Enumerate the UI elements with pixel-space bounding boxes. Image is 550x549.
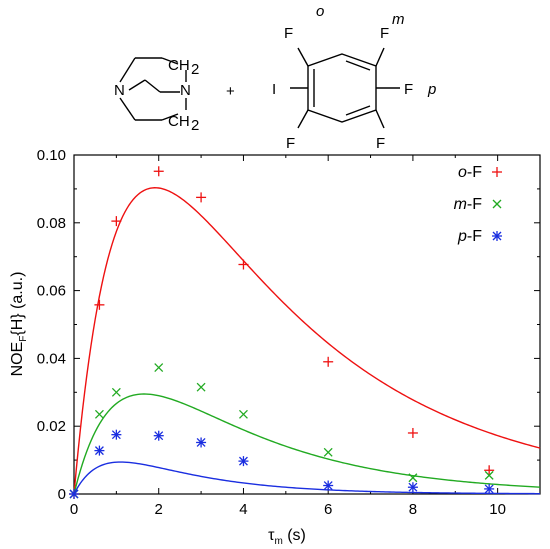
y-tick-label: 0 xyxy=(58,486,66,503)
legend: o-Fm-Fp-F xyxy=(454,164,502,245)
x-tick-label: 8 xyxy=(409,501,417,518)
p-data-point xyxy=(111,429,122,440)
marker-stroke xyxy=(94,446,104,456)
marker-stroke xyxy=(69,489,79,499)
o-data-point xyxy=(484,465,495,476)
o-data-point xyxy=(323,356,334,367)
y-tick-label: 0.02 xyxy=(37,418,66,435)
marker-stroke xyxy=(111,430,121,440)
amine-n-left: N xyxy=(114,82,125,99)
marker-stroke xyxy=(408,482,418,492)
p-data-point xyxy=(94,445,105,456)
x-tick-label: 2 xyxy=(155,501,163,518)
legend-label-rest: -F xyxy=(467,196,482,213)
o-data-point xyxy=(111,216,122,227)
p-data-point xyxy=(484,483,495,494)
fluorine-ortho-bottom: F xyxy=(286,135,295,152)
y-axis-label: NOEF{H} (a.u.) xyxy=(9,272,29,377)
fluorine-meta-bottom: F xyxy=(376,135,385,152)
p-data-point xyxy=(238,456,249,467)
marker-stroke xyxy=(196,382,206,392)
legend-marker-o xyxy=(492,167,502,177)
marker-stroke xyxy=(238,409,248,419)
legend-label-rest: -F xyxy=(467,164,482,181)
amine-n-right: N xyxy=(180,82,191,99)
m-data-point xyxy=(408,473,418,483)
data-points xyxy=(69,166,495,499)
amine-ch-bottom: CH xyxy=(168,113,190,130)
plus-sign: + xyxy=(226,83,235,100)
x-axis-label: τm (s) xyxy=(268,527,306,547)
x-tick-label: 0 xyxy=(70,501,78,518)
legend-label-m: m-F xyxy=(454,196,483,213)
legend-label-rest: -F xyxy=(467,228,482,245)
legend-label-italic: p xyxy=(457,228,467,245)
position-label-o: o xyxy=(316,3,324,20)
x-tick-label: 4 xyxy=(239,501,247,518)
position-label-p: p xyxy=(427,81,436,98)
legend-label-o: o-F xyxy=(458,164,482,181)
marker-stroke xyxy=(196,438,206,447)
marker-stroke xyxy=(492,199,502,209)
legend-marker-p xyxy=(492,231,502,241)
position-label-m: m xyxy=(392,11,405,28)
amine-sub-bottom: 2 xyxy=(191,117,199,134)
marker-stroke xyxy=(408,473,418,483)
fit-curves xyxy=(73,187,541,495)
marker-stroke xyxy=(94,409,104,419)
y-tick-label: 0.06 xyxy=(37,283,66,300)
plot-area: 0 2 4 6 8 10 00.020.040.060.080.10 o-Fm-Fp-F … xyxy=(9,147,541,547)
o-data-point xyxy=(196,192,207,203)
o-data-point xyxy=(94,299,105,310)
m-fit-curve xyxy=(73,393,541,495)
marker-stroke xyxy=(323,447,333,457)
legend-marker-m xyxy=(492,199,502,209)
marker-stroke xyxy=(238,456,248,466)
marker-stroke xyxy=(323,481,333,490)
o-data-point xyxy=(153,166,164,177)
y-tick-label: 0.10 xyxy=(37,147,66,164)
x-tick-label: 6 xyxy=(324,501,332,518)
amine-sub-top: 2 xyxy=(191,61,199,78)
y-axis-ticks: 0 0.02 0.04 0.06 0.08 0.10 xyxy=(37,147,540,503)
m-data-point xyxy=(238,409,248,419)
amine-ch-top: CH xyxy=(168,57,190,74)
fluorine-meta-top: F xyxy=(380,25,389,42)
x-axis-ticks: 0 2 4 6 8 10 xyxy=(70,155,506,518)
p-data-point xyxy=(153,430,164,441)
legend-label-italic: o xyxy=(458,164,467,181)
m-data-point xyxy=(94,409,104,419)
legend-label-italic: m xyxy=(454,196,467,213)
m-data-point xyxy=(484,470,494,480)
marker-stroke xyxy=(154,431,164,441)
benzene-ring xyxy=(290,47,400,129)
amine-structure xyxy=(119,57,187,121)
m-data-point xyxy=(196,382,206,392)
p-data-point xyxy=(323,480,334,491)
m-data-point xyxy=(323,447,333,457)
p-data-point xyxy=(69,489,79,499)
marker-stroke xyxy=(484,484,494,494)
x-tick-label: 10 xyxy=(489,501,506,518)
m-data-point xyxy=(111,387,121,397)
y-tick-label: 0.04 xyxy=(37,350,66,367)
marker-stroke xyxy=(492,231,502,241)
iodine-label: I xyxy=(272,81,276,98)
legend-label-p: p-F xyxy=(457,228,482,245)
marker-stroke xyxy=(154,363,164,373)
o-data-point xyxy=(407,427,418,438)
o-fit-curve xyxy=(73,187,541,495)
p-data-point xyxy=(407,482,418,493)
o-data-point xyxy=(238,259,249,270)
fluorine-para: F xyxy=(404,81,413,98)
fluorine-ortho-top: F xyxy=(284,25,293,42)
marker-stroke xyxy=(484,470,494,480)
chemical-scheme: N N CH 2 CH 2 + I F F F F F o m p xyxy=(114,3,436,152)
p-data-point xyxy=(196,437,207,448)
m-data-point xyxy=(154,363,164,373)
y-tick-label: 0.08 xyxy=(37,215,66,232)
p-fit-curve xyxy=(73,461,541,495)
marker-stroke xyxy=(111,387,121,397)
